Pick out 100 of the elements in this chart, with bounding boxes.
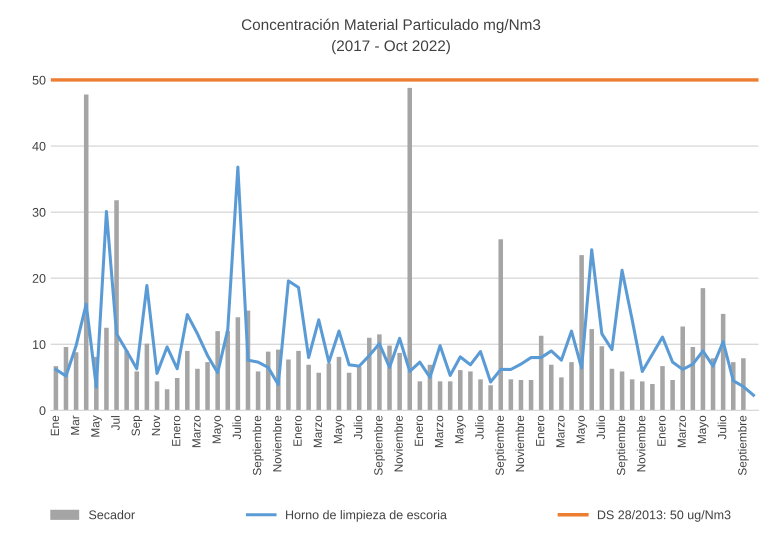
bar [518, 380, 524, 410]
x-tick-label: Noviembre [394, 416, 403, 472]
x-tick-label: Enero [172, 416, 180, 446]
bar [418, 381, 422, 410]
x-tick-label: Noviembre [636, 416, 646, 472]
bar [538, 336, 544, 410]
x-tick-label: Marzo [678, 416, 686, 448]
x-tick-label: May [91, 415, 102, 437]
bar [640, 381, 645, 410]
bar [174, 378, 180, 410]
bar [256, 371, 260, 410]
bar [458, 370, 463, 410]
bar [84, 94, 88, 410]
bar [74, 352, 78, 410]
x-tick-label: Marzo [556, 416, 565, 448]
bar [104, 328, 109, 410]
bar [144, 344, 150, 410]
y-tick-label: 30 [32, 208, 46, 217]
bar [680, 326, 685, 410]
chart-subtitle: (2017 - Oct 2022) [332, 40, 450, 54]
x-tick-label: Nov [152, 415, 160, 436]
x-tick-label: Marzo [192, 416, 201, 448]
bar [630, 379, 634, 410]
bar [549, 364, 554, 410]
x-tick-label: Julio [718, 416, 726, 440]
line-series [54, 166, 756, 397]
bar [610, 368, 614, 410]
bar [124, 350, 129, 410]
bar [589, 329, 594, 410]
x-tick-label: Septiembre [616, 416, 628, 476]
x-tick-label: Enero [414, 416, 424, 446]
x-tick-label: Septiembre [374, 416, 385, 476]
bar [741, 358, 746, 410]
bar [225, 331, 230, 410]
x-tick-label: Marzo [314, 416, 322, 448]
legend-label: Horno de limpieza de escoria [286, 510, 447, 522]
bar [569, 362, 574, 410]
bar [660, 366, 665, 410]
bar [397, 352, 402, 410]
bar [448, 381, 452, 410]
bar [438, 381, 442, 410]
x-tick-label: Sep [132, 416, 142, 436]
bar [306, 364, 311, 410]
chart-title: Concentración Material Particulado mg/Nm3 [242, 18, 540, 34]
bar [468, 371, 473, 410]
x-tick-label: Enero [536, 416, 544, 446]
bar [195, 368, 200, 410]
x-tick-label: Julio [232, 416, 242, 440]
bar [620, 371, 624, 410]
x-tick-label: Julio [475, 416, 484, 440]
x-tick-label: Marzo [435, 416, 444, 448]
bar [236, 317, 240, 410]
bar [346, 372, 352, 410]
x-tick-label: Julio [596, 416, 605, 440]
bar [316, 372, 322, 410]
x-tick-label: Mayo [455, 416, 466, 444]
x-tick-label: Septiembre [495, 416, 506, 476]
bar [326, 363, 332, 410]
bar [407, 88, 412, 410]
bar [377, 334, 382, 410]
bar [670, 380, 675, 410]
x-tick-label: Mayo [576, 416, 588, 444]
bar [266, 352, 270, 410]
y-tick-label: 50 [32, 76, 46, 85]
y-tick-label: 0 [40, 406, 46, 416]
y-tick-label: 40 [32, 142, 46, 151]
x-tick-label: Noviembre [272, 416, 282, 472]
legend-label: DS 28/2013: 50 ug/Nm3 [598, 510, 730, 522]
bar [336, 356, 342, 410]
x-tick-label: Noviembre [515, 416, 524, 472]
bar [367, 338, 372, 410]
bar [700, 288, 706, 410]
bar [356, 366, 362, 410]
bar [185, 350, 190, 410]
bar [600, 346, 604, 410]
bar [296, 350, 301, 410]
x-tick-label: Mayo [334, 416, 344, 444]
legend-label: Secador [89, 510, 135, 520]
bar [528, 380, 534, 410]
x-tick-label: Enero [657, 416, 666, 446]
x-tick-label: Mar [71, 415, 80, 435]
bar [488, 385, 493, 410]
y-tick-label: 20 [32, 274, 46, 283]
x-tick-label: Mayo [212, 416, 224, 444]
bar [154, 381, 160, 410]
bar [478, 379, 483, 410]
bar [286, 360, 291, 410]
x-tick-label: Mayo [698, 416, 708, 444]
bar [650, 384, 655, 410]
bar [134, 371, 140, 410]
bar [164, 389, 170, 410]
bar [690, 346, 696, 410]
bar [64, 346, 68, 410]
x-tick-label: Septiembre [252, 416, 264, 476]
bar [54, 366, 58, 410]
bar [508, 379, 514, 410]
x-tick-label: Julio [354, 416, 362, 440]
y-tick-label: 10 [33, 340, 46, 349]
x-tick-label: Enero [293, 416, 302, 446]
x-tick-label: Jul [111, 416, 120, 430]
